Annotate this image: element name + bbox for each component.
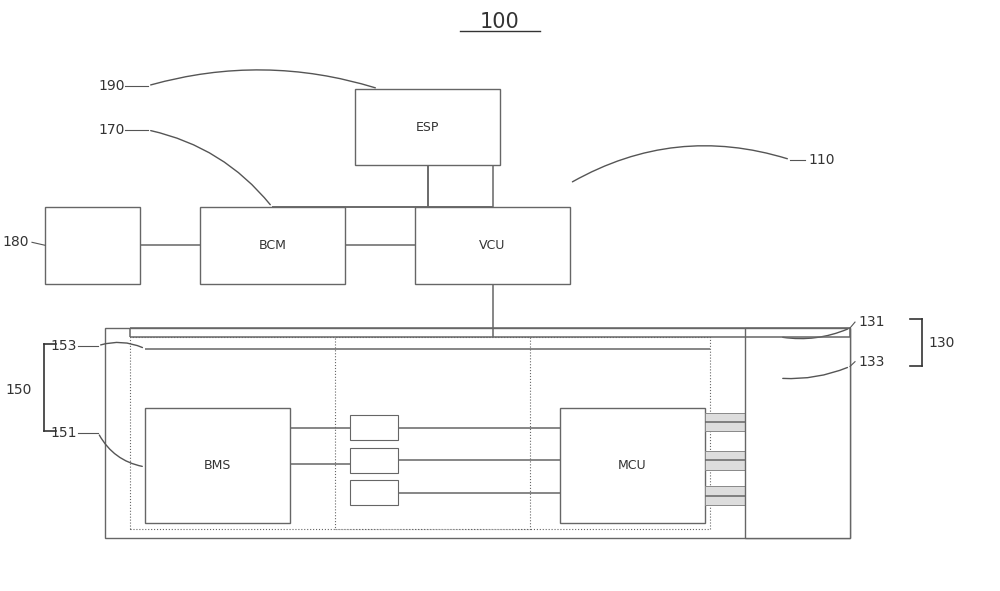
- FancyArrowPatch shape: [783, 368, 847, 379]
- Text: 130: 130: [928, 336, 954, 350]
- Bar: [105, 328, 850, 538]
- Text: 133: 133: [858, 355, 884, 369]
- Text: 170: 170: [98, 123, 124, 137]
- Bar: [45, 207, 140, 284]
- Bar: [145, 408, 290, 523]
- FancyArrowPatch shape: [151, 131, 270, 204]
- FancyArrowPatch shape: [783, 329, 847, 339]
- Bar: [200, 207, 345, 284]
- Text: ESP: ESP: [416, 121, 439, 134]
- Text: 180: 180: [2, 235, 28, 249]
- Text: BMS: BMS: [204, 459, 231, 472]
- Text: 131: 131: [858, 315, 885, 329]
- Bar: [560, 408, 705, 523]
- Text: BCM: BCM: [259, 239, 286, 252]
- Text: VCU: VCU: [479, 239, 506, 252]
- Bar: [355, 89, 500, 165]
- Bar: [335, 337, 530, 529]
- Text: 190: 190: [98, 79, 124, 93]
- Bar: [415, 207, 570, 284]
- Bar: [350, 448, 398, 473]
- Text: 110: 110: [808, 152, 834, 167]
- FancyArrowPatch shape: [99, 435, 142, 466]
- Text: 153: 153: [50, 339, 76, 353]
- Bar: [745, 328, 850, 538]
- Text: 151: 151: [50, 426, 76, 440]
- FancyArrowPatch shape: [101, 342, 142, 348]
- Text: 150: 150: [5, 383, 31, 397]
- Text: 100: 100: [480, 12, 520, 33]
- Bar: [350, 480, 398, 505]
- Bar: [705, 451, 745, 470]
- FancyArrowPatch shape: [151, 70, 375, 88]
- Bar: [130, 337, 710, 529]
- Text: MCU: MCU: [618, 459, 647, 472]
- FancyArrowPatch shape: [572, 146, 787, 182]
- Bar: [705, 486, 745, 505]
- Bar: [705, 413, 745, 431]
- Bar: [350, 415, 398, 440]
